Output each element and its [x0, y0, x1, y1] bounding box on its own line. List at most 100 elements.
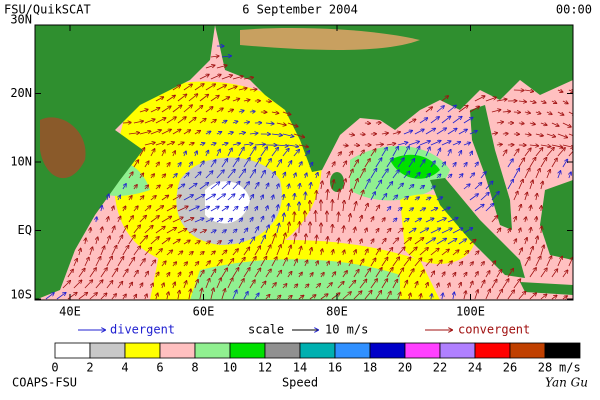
wind-arrow — [67, 293, 77, 300]
wind-arrow — [100, 246, 105, 256]
wind-arrow — [364, 249, 368, 256]
wind-arrow — [199, 75, 209, 80]
wind-arrow — [112, 206, 114, 212]
wind-arrow — [381, 258, 388, 267]
wind-arrow — [199, 95, 208, 102]
colorbar-label: 6 — [156, 361, 163, 375]
wind-arrow — [430, 271, 434, 278]
wind-arrow — [178, 163, 181, 168]
wind-arrow — [386, 229, 391, 234]
wind-arrow — [386, 248, 393, 256]
wind-arrow — [238, 218, 242, 223]
wind-arrow — [210, 56, 219, 57]
wind-arrow — [448, 283, 450, 289]
wind-arrow — [529, 101, 536, 103]
legend: divergent scale 10 m/s convergent — [78, 323, 530, 337]
wind-arrow — [249, 237, 255, 245]
wind-arrow — [243, 77, 253, 79]
wind-arrow — [562, 122, 571, 127]
wind-arrow — [332, 225, 333, 234]
wind-arrow — [431, 294, 432, 300]
wind-arrow — [420, 294, 421, 300]
divergent-label: divergent — [110, 323, 175, 337]
wind-arrow — [557, 111, 564, 115]
wind-arrow — [441, 228, 452, 234]
wind-arrow — [353, 270, 359, 278]
wind-arrow — [243, 268, 250, 278]
wind-arrow — [232, 121, 238, 123]
wind-arrow — [128, 258, 134, 267]
axes: 30N 20N 10N EQ 10S 40E 60E 80E 100E — [10, 13, 573, 319]
wind-arrow — [441, 208, 450, 212]
wind-arrow — [216, 85, 226, 91]
wind-arrow — [172, 217, 183, 223]
wind-arrow — [210, 230, 216, 233]
wind-arrow — [205, 194, 215, 201]
wind-arrow — [172, 130, 181, 135]
wind-arrow — [403, 257, 411, 267]
wind-arrow — [298, 296, 304, 300]
wind-arrow — [463, 251, 469, 256]
wind-arrow — [415, 282, 418, 289]
wind-arrow — [365, 228, 367, 234]
mountains — [240, 28, 420, 50]
wind-arrow — [524, 90, 533, 91]
wind-arrow — [518, 180, 523, 190]
wind-arrow — [194, 84, 204, 91]
wind-arrow — [199, 252, 204, 255]
wind-arrow — [304, 151, 309, 157]
wind-arrow — [305, 260, 308, 267]
wind-arrow — [436, 218, 446, 223]
wind-arrow — [155, 162, 159, 168]
wind-arrow — [519, 228, 521, 234]
wind-arrow — [463, 184, 470, 190]
wind-arrow — [161, 150, 165, 157]
wind-arrow — [243, 122, 249, 123]
wind-arrow — [260, 171, 265, 179]
wind-arrow — [238, 194, 244, 201]
wind-arrow — [195, 151, 197, 157]
wind-arrow — [414, 238, 423, 245]
wind-arrow — [150, 260, 155, 267]
wind-arrow — [150, 108, 160, 113]
wind-arrow — [514, 239, 516, 245]
wind-arrow — [430, 141, 441, 146]
wind-arrow — [205, 241, 210, 244]
wind-arrow — [151, 284, 153, 289]
wind-arrow — [183, 130, 190, 135]
wind-arrow — [408, 228, 416, 234]
wind-arrow — [524, 257, 530, 267]
wind-arrow — [437, 283, 439, 289]
wind-arrow — [276, 145, 288, 146]
wind-arrow — [101, 206, 102, 212]
wind-arrow — [210, 182, 220, 190]
wind-arrow — [265, 101, 271, 102]
wind-arrow — [194, 172, 201, 179]
wind-arrow — [485, 97, 496, 102]
wind-arrow — [332, 250, 333, 256]
wind-arrow — [139, 196, 144, 201]
colorbar-swatch — [474, 342, 511, 359]
wind-arrow — [227, 148, 232, 157]
sri-lanka — [330, 172, 344, 192]
wind-arrow — [535, 256, 541, 267]
wind-arrow — [293, 284, 297, 289]
wind-arrow — [353, 291, 362, 300]
wind-arrow — [210, 120, 216, 124]
wind-arrow — [166, 96, 175, 102]
wind-arrow — [502, 111, 510, 112]
wind-arrow — [568, 258, 573, 267]
africa-arabia — [35, 25, 215, 300]
wind-arrow — [184, 281, 187, 289]
colorbar-label: 4 — [121, 361, 128, 375]
time-title: 00:00 — [556, 3, 592, 17]
convergent-label: convergent — [458, 323, 530, 337]
wind-arrow — [250, 218, 253, 223]
wind-arrow — [447, 239, 457, 245]
wind-arrow — [491, 280, 497, 289]
map — [35, 25, 573, 300]
wind-arrow — [348, 260, 352, 267]
wind-arrow — [139, 148, 145, 157]
wind-arrow — [283, 195, 284, 201]
